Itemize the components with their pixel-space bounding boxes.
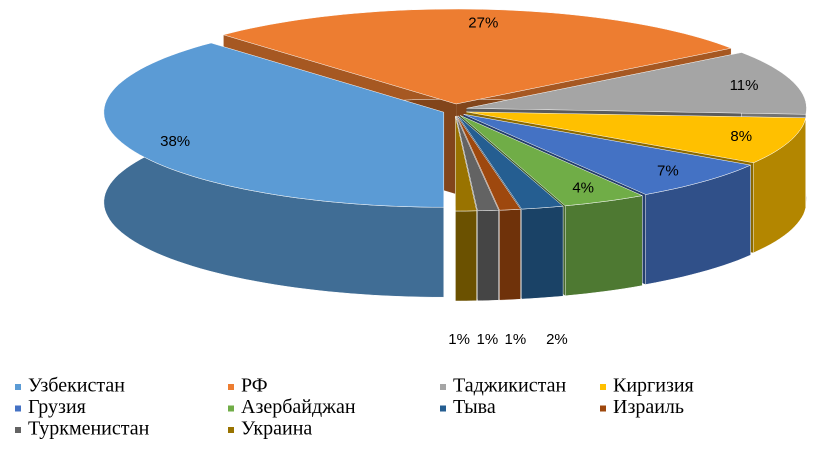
data-label: 38% <box>160 133 190 150</box>
legend-label: Таджикистан <box>453 375 566 397</box>
legend-label: Узбекистан <box>28 375 125 397</box>
slice <box>463 113 752 195</box>
slice <box>466 111 807 164</box>
slice-wall <box>521 205 564 300</box>
slice-wall <box>477 209 499 302</box>
legend-label: Украина <box>241 418 312 440</box>
legend-marker <box>600 405 606 412</box>
legend-marker <box>15 427 21 433</box>
data-label: 7% <box>657 162 679 179</box>
legend-marker <box>600 384 606 390</box>
legend-marker <box>440 384 446 390</box>
slice-wall <box>499 208 521 301</box>
data-label: 4% <box>572 179 594 196</box>
slice <box>457 115 564 210</box>
legend-marker <box>228 405 234 412</box>
slice <box>456 115 522 211</box>
slice-wall <box>455 210 477 302</box>
legend-label: РФ <box>241 375 268 397</box>
slice <box>455 115 500 212</box>
data-label: 1% <box>477 331 499 348</box>
legend-label: Грузия <box>28 396 86 418</box>
legend-marker <box>15 405 21 412</box>
legend-label: Тыва <box>453 396 496 418</box>
slice <box>459 115 644 207</box>
slice <box>222 8 733 105</box>
data-label: 1% <box>448 331 470 348</box>
data-label: 1% <box>505 331 527 348</box>
slice <box>455 115 478 212</box>
data-label: 8% <box>730 128 752 145</box>
legend-marker <box>440 405 446 412</box>
slice-wall <box>564 195 643 297</box>
legend-label: Азербайджан <box>241 396 356 418</box>
data-label: 2% <box>546 331 568 348</box>
slice <box>466 52 807 115</box>
data-label: 11% <box>730 77 759 94</box>
data-label: 27% <box>468 15 498 32</box>
legend-marker <box>15 384 21 390</box>
slice <box>103 42 445 208</box>
legend-label: Туркменистан <box>28 418 150 440</box>
legend-marker <box>228 427 234 433</box>
legend-label: Киргизия <box>613 375 694 397</box>
legend-label: Израиль <box>613 396 684 418</box>
legend-marker <box>228 384 234 390</box>
